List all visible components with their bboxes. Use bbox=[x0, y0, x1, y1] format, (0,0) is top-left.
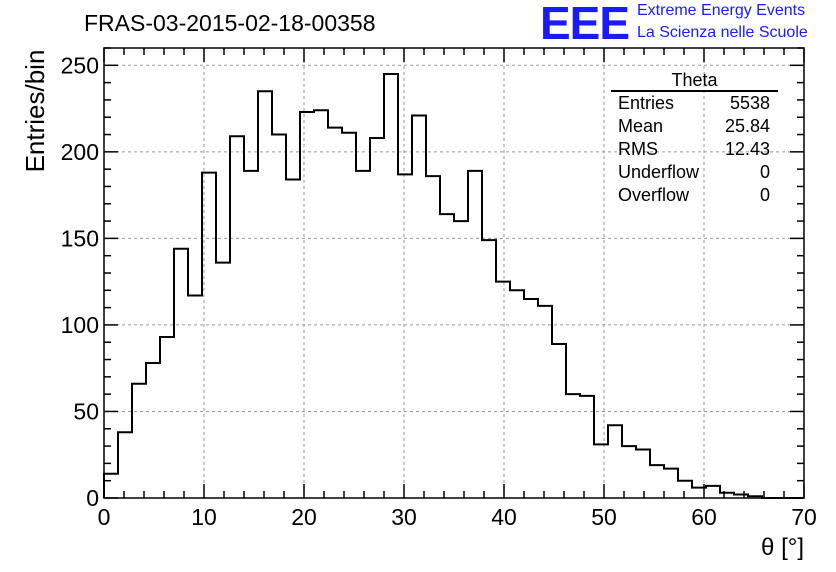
histogram-bin bbox=[286, 180, 300, 498]
histogram-bin bbox=[706, 486, 720, 498]
stats-value: 0 bbox=[759, 185, 770, 205]
stats-row-rms: RMS 12.43 bbox=[611, 138, 778, 161]
x-tick-label: 40 bbox=[491, 504, 517, 530]
stats-value: 12.43 bbox=[724, 139, 770, 159]
histogram-bin bbox=[510, 290, 524, 498]
histogram-bin bbox=[132, 384, 146, 498]
y-tick-label: 150 bbox=[61, 225, 99, 251]
stats-label: Overflow bbox=[618, 185, 690, 205]
y-axis-label: Entries/bin bbox=[20, 49, 50, 173]
histogram-bin bbox=[216, 263, 230, 498]
histogram-bin bbox=[412, 116, 426, 499]
histogram-bin bbox=[594, 444, 608, 498]
stats-title: Theta bbox=[611, 70, 778, 92]
histogram-bin bbox=[552, 344, 566, 498]
histogram-bin bbox=[608, 425, 622, 498]
histogram-bin bbox=[566, 394, 580, 498]
histogram-bin bbox=[384, 74, 398, 498]
histogram-bin bbox=[496, 282, 510, 498]
stats-row-underflow: Underflow 0 bbox=[611, 161, 778, 184]
x-tick-label: 50 bbox=[591, 504, 617, 530]
histogram-bin bbox=[104, 474, 118, 498]
x-tick-label: 70 bbox=[791, 504, 817, 530]
histogram-bin bbox=[664, 469, 678, 498]
histogram-bin bbox=[258, 91, 272, 498]
stats-row-entries: Entries 5538 bbox=[611, 92, 778, 115]
y-tick-label: 100 bbox=[61, 312, 99, 338]
histogram-bin bbox=[440, 214, 454, 498]
histogram-bin bbox=[678, 481, 692, 498]
stats-row-mean: Mean 25.84 bbox=[611, 115, 778, 138]
histogram-bin bbox=[342, 133, 356, 498]
histogram-bin bbox=[118, 432, 132, 498]
stats-box: Theta Entries 5538 Mean 25.84 RMS 12.43 … bbox=[611, 70, 778, 207]
histogram-bin bbox=[370, 138, 384, 498]
histogram-series bbox=[103, 72, 804, 499]
histogram-bin bbox=[230, 136, 244, 498]
histogram-bin bbox=[328, 128, 342, 498]
y-tick-label: 250 bbox=[61, 52, 99, 78]
y-tick-label: 0 bbox=[86, 485, 99, 511]
histogram-bin bbox=[146, 363, 160, 498]
chart-title: FRAS-03-2015-02-18-00358 bbox=[84, 10, 376, 36]
histogram-bin bbox=[174, 249, 188, 498]
histogram-bin bbox=[524, 299, 538, 498]
histogram-bin bbox=[468, 171, 482, 498]
histogram-bin bbox=[622, 446, 636, 498]
y-tick-label: 50 bbox=[73, 398, 99, 424]
stats-value: 0 bbox=[759, 162, 770, 182]
logo-subtitle-2: La Scienza nelle Scuole bbox=[637, 24, 808, 41]
logo-subtitle-1: Extreme Energy Events bbox=[637, 2, 806, 19]
stats-label: Entries bbox=[618, 93, 675, 113]
stats-value: 5538 bbox=[729, 93, 770, 113]
stats-row-overflow: Overflow 0 bbox=[611, 184, 778, 207]
x-tick-label: 10 bbox=[191, 504, 217, 530]
x-tick-label: 60 bbox=[691, 504, 717, 530]
stats-label: Underflow bbox=[618, 162, 700, 182]
stats-label: Mean bbox=[618, 116, 664, 136]
x-tick-label: 30 bbox=[391, 504, 417, 530]
eee-logo: EEE bbox=[540, 0, 630, 49]
x-tick-label: 20 bbox=[291, 504, 317, 530]
histogram-bin bbox=[202, 173, 216, 498]
histogram-bin bbox=[580, 396, 594, 498]
histogram-bin bbox=[244, 171, 258, 498]
histogram-bin bbox=[426, 176, 440, 498]
histogram-bin bbox=[454, 221, 468, 498]
histogram-bin bbox=[398, 174, 412, 498]
histogram-bin bbox=[356, 171, 370, 498]
stats-label: RMS bbox=[618, 139, 658, 159]
histogram-bin bbox=[636, 450, 650, 498]
histogram-bin bbox=[482, 240, 496, 498]
histogram-bin bbox=[160, 337, 174, 498]
x-axis-label: θ [°] bbox=[761, 534, 804, 561]
histogram-bin bbox=[538, 306, 552, 498]
histogram-bin bbox=[300, 112, 314, 498]
histogram-bin bbox=[188, 296, 202, 499]
histogram-bin bbox=[720, 493, 734, 498]
stats-value: 25.84 bbox=[724, 116, 770, 136]
histogram-bin bbox=[272, 135, 286, 498]
histogram-bin bbox=[314, 110, 328, 498]
x-tick-label: 0 bbox=[98, 504, 111, 530]
y-tick-label: 200 bbox=[61, 139, 99, 165]
histogram-bin bbox=[650, 465, 664, 498]
